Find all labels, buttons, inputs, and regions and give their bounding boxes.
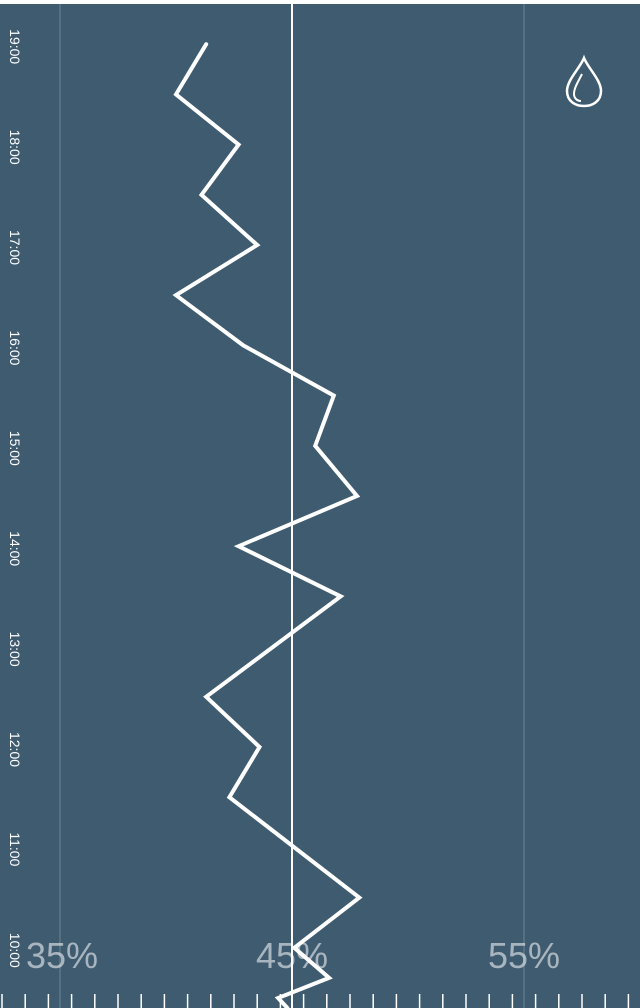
water-drop-highlight	[572, 73, 583, 102]
time-label-1300: 13:00	[7, 632, 23, 667]
time-label-1600: 16:00	[7, 330, 23, 365]
time-label-1000: 10:00	[7, 933, 23, 968]
water-drop-outline	[565, 54, 603, 108]
chart-panel	[0, 4, 640, 1008]
time-label-1900: 19:00	[7, 29, 23, 64]
humidity-series-line	[172, 42, 363, 1008]
percent-label-55pct: 55%	[488, 935, 560, 976]
time-label-1200: 12:00	[7, 732, 23, 767]
percent-label-35pct: 35%	[26, 935, 98, 976]
time-label-1700: 17:00	[7, 230, 23, 265]
time-label-1400: 14:00	[7, 531, 23, 566]
percent-label-45pct: 45%	[256, 935, 328, 976]
time-label-1100: 11:00	[7, 832, 23, 866]
time-label-1800: 18:00	[7, 130, 23, 165]
time-label-1500: 15:00	[7, 431, 23, 466]
water-drop-icon	[565, 54, 603, 108]
